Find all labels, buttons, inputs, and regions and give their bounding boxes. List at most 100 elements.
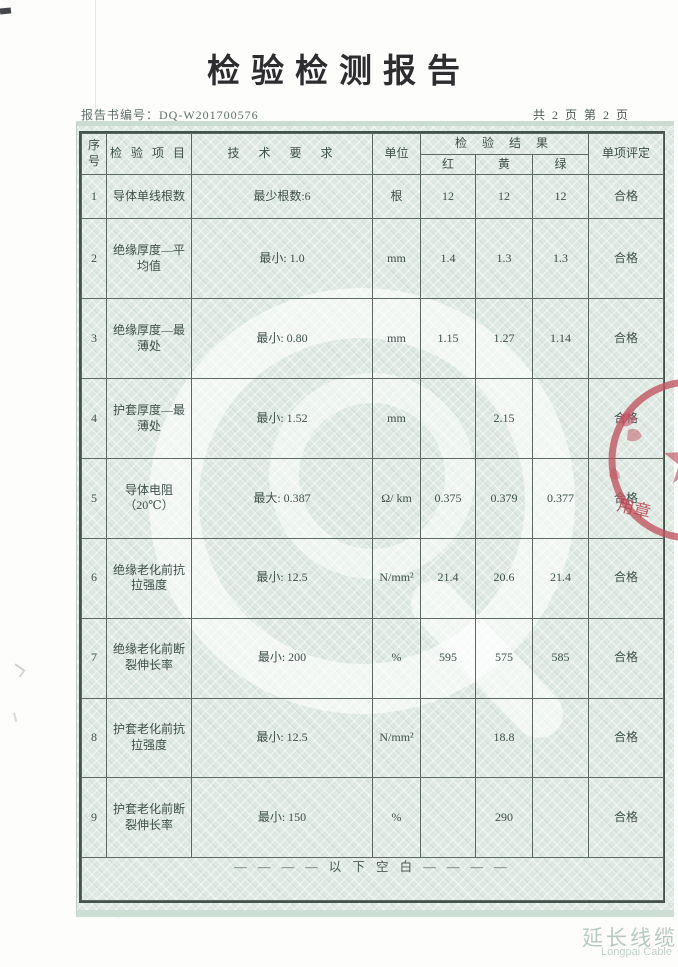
- result-yellow: 0.379: [475, 457, 533, 539]
- result-red: 0.375: [420, 457, 476, 539]
- row-number: 5: [81, 457, 107, 539]
- result-red: [420, 378, 476, 459]
- result-green: 585: [532, 617, 589, 699]
- header-requirement: 技 术 要 求: [191, 133, 373, 175]
- row-number: 1: [81, 173, 107, 220]
- table-row: 5 导体电阻（20℃） 最大: 0.387 Ω/ km 0.375 0.379 0.377 合…: [81, 457, 664, 539]
- verdict: 合格: [588, 173, 664, 220]
- result-green: 12: [532, 173, 589, 220]
- requirement: 最小: 150: [191, 777, 373, 859]
- verdict: 合格: [588, 378, 664, 459]
- table-row: 9 护套老化前断裂伸长率 最小: 150% 290 合格: [81, 777, 664, 859]
- paper-crease-top: [95, 0, 96, 120]
- requirement: 最小: 12.5: [191, 697, 373, 779]
- row-number: 2: [81, 218, 107, 300]
- footer-brand-en: Longpai Cable: [601, 946, 672, 958]
- unit: mm: [372, 298, 421, 380]
- item-name: 导体电阻（20℃）: [106, 457, 192, 539]
- verdict: 合格: [588, 298, 664, 380]
- row-number: 4: [81, 378, 107, 459]
- header-item: 检 验 项 目: [106, 133, 192, 175]
- header-sub-red: 红: [420, 154, 476, 175]
- table-body: 1 导体单线根数 最少根数:6 根 12 12 12 合格 2 绝缘厚度—平均值 最小: 1.0 mm…: [81, 173, 664, 859]
- result-red: 1.4: [420, 218, 476, 300]
- footer-brand-cn: 延长线缆: [582, 927, 678, 950]
- result-yellow: 575: [475, 617, 533, 699]
- item-name: 导体单线根数: [106, 173, 192, 220]
- result-green: 0.377: [532, 457, 589, 539]
- result-red: 1.15: [420, 298, 476, 380]
- page-title: 检验检测报告: [207, 54, 471, 90]
- verdict: 合格: [588, 218, 664, 300]
- result-green: [532, 378, 589, 459]
- item-name: 护套老化前抗拉强度: [106, 697, 192, 779]
- item-name: 绝缘厚度—平均值: [106, 218, 192, 300]
- requirement: 最小: 200: [191, 617, 373, 699]
- result-green: [532, 777, 589, 859]
- result-yellow: 1.27: [475, 298, 533, 380]
- header-sub-green: 绿: [532, 154, 589, 175]
- requirement: 最少根数:6: [191, 173, 373, 220]
- result-red: 12: [420, 173, 476, 220]
- unit: Ω/ km: [372, 457, 421, 539]
- item-name: 护套老化前断裂伸长率: [106, 777, 192, 859]
- header-sub-yellow: 黄: [475, 154, 533, 175]
- item-name: 绝缘厚度—最薄处: [106, 298, 192, 380]
- requirement: 最小: 1.52: [191, 378, 373, 459]
- item-name: 绝缘老化前断裂伸长率: [106, 617, 192, 699]
- scan-smudge: [10, 663, 26, 678]
- result-red: 595: [420, 617, 476, 699]
- table-row: 2 绝缘厚度—平均值 最小: 1.0 mm 1.4 1.3 1.3 合格: [81, 218, 664, 300]
- table-row: 1 导体单线根数 最少根数:6 根 12 12 12 合格: [81, 173, 664, 220]
- result-yellow: 1.3: [475, 218, 533, 300]
- requirement: 最大: 0.387: [191, 457, 373, 539]
- result-green: 1.3: [532, 218, 589, 300]
- unit: 根: [372, 173, 421, 220]
- result-yellow: 12: [475, 173, 533, 220]
- row-number: 7: [81, 617, 107, 699]
- unit: mm: [372, 218, 421, 300]
- row-number: 9: [81, 777, 107, 859]
- result-green: [532, 697, 589, 779]
- result-red: [420, 697, 476, 779]
- result-yellow: 20.6: [475, 537, 533, 619]
- verdict: 合格: [588, 457, 664, 539]
- report-number: 报告书编号：DQ-W201700576: [81, 108, 259, 122]
- table-row: 7 绝缘老化前断裂伸长率 最小: 200% 595 575 585 合格: [81, 617, 664, 699]
- page-count: 共 2 页 第 2 页: [533, 108, 631, 122]
- verdict: 合格: [588, 617, 664, 699]
- table-row: 4 护套厚度—最薄处 最小: 1.52 mm 2.15 合格: [81, 378, 664, 459]
- unit: %: [372, 777, 421, 859]
- header-seq: 序号: [81, 133, 107, 175]
- verdict: 合格: [588, 777, 664, 859]
- unit: mm: [372, 378, 421, 459]
- unit: N/mm²: [372, 537, 421, 619]
- header-result: 检 验 结 果: [420, 133, 589, 155]
- item-name: 绝缘老化前抗拉强度: [106, 537, 192, 619]
- results-table: 序号 检 验 项 目 技 术 要 求 单位 检 验 结 果 单项评定 红 黄 绿…: [79, 131, 665, 903]
- scan-smudge: [12, 711, 23, 722]
- requirement: 最小: 1.0: [191, 218, 373, 300]
- verdict: 合格: [588, 697, 664, 779]
- verdict: 合格: [588, 537, 664, 619]
- result-green: 1.14: [532, 298, 589, 380]
- unit: N/mm²: [372, 697, 421, 779]
- table-row: 3 绝缘厚度—最薄处 最小: 0.80 mm 1.15 1.27 1.14 合格: [81, 298, 664, 380]
- unit: %: [372, 617, 421, 699]
- result-yellow: 2.15: [475, 378, 533, 459]
- row-number: 3: [81, 298, 107, 380]
- header-unit: 单位: [372, 133, 421, 175]
- table-row: 8 护套老化前抗拉强度 最小: 12.5 N/mm² 18.8 合格: [81, 697, 664, 779]
- result-yellow: 18.8: [475, 697, 533, 779]
- below-blank-note: — — — — 以 下 空 白 — — — —: [81, 857, 664, 901]
- requirement: 最小: 0.80: [191, 298, 373, 380]
- row-number: 6: [81, 537, 107, 619]
- result-green: 21.4: [532, 537, 589, 619]
- table-header: 序号 检 验 项 目 技 术 要 求 单位 检 验 结 果 单项评定 红 黄 绿: [81, 133, 664, 175]
- header-verdict: 单项评定: [588, 133, 664, 175]
- result-red: 21.4: [420, 537, 476, 619]
- requirement: 最小: 12.5: [191, 537, 373, 619]
- item-name: 护套厚度—最薄处: [106, 378, 192, 459]
- result-yellow: 290: [475, 777, 533, 859]
- result-red: [420, 777, 476, 859]
